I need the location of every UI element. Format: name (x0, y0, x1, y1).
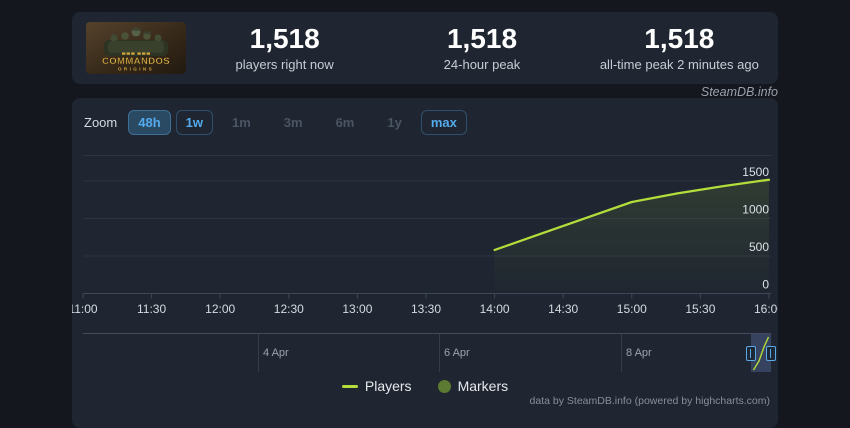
x-axis-label: 13:00 (342, 302, 372, 316)
players-chart-plot[interactable]: 0 500 1000 1500 11:00 11:30 12:00 12:30 13:00 13:… (72, 98, 778, 328)
navigator-gridline (439, 334, 440, 372)
x-axis-label: 12:30 (274, 302, 304, 316)
legend-item-players[interactable]: Players (341, 378, 412, 394)
toolbar-separator (83, 155, 771, 156)
x-axis-label: 14:00 (480, 302, 510, 316)
peak-alltime-value: 1,518 (644, 22, 715, 54)
navigator-gridline (258, 334, 259, 372)
peak-24h-value: 1,518 (446, 22, 518, 54)
x-axis-label: 13:30 (411, 302, 441, 316)
legend-label: Players (364, 378, 412, 394)
range-navigator[interactable]: 4 Apr 6 Apr 8 Apr (83, 333, 776, 372)
stats-card: COMMANDOS ORIGINS 1,518 players right no… (72, 12, 778, 84)
game-capsule-image[interactable]: COMMANDOS ORIGINS (86, 22, 186, 74)
navigator-left-handle[interactable] (746, 346, 756, 361)
zoom-buttons: 48h 1w 1m 3m 6m 1y max (128, 110, 467, 135)
players-now-value: 1,518 (249, 22, 320, 54)
stat-alltime-peak: 1,518 all-time peak 2 minutes ago (581, 22, 778, 73)
circle-swatch-icon (437, 379, 451, 393)
navigator-date-label: 8 Apr (626, 347, 652, 359)
game-title: COMMANDOS (102, 56, 170, 67)
y-axis-label: 500 (749, 240, 769, 254)
zoom-button-1y: 1y (379, 110, 409, 135)
y-axis-label: 1000 (742, 203, 769, 217)
navigator-selection-window[interactable] (751, 334, 771, 372)
stat-players-now: 1,518 players right now (186, 22, 383, 73)
x-axis-label: 15:00 (617, 302, 647, 316)
soldiers-silhouette (104, 27, 168, 56)
chart-legend: Players Markers (72, 378, 778, 394)
zoom-button-1w[interactable]: 1w (175, 110, 213, 135)
legend-label: Markers (457, 378, 509, 394)
x-axis-label: 12:00 (205, 302, 235, 316)
line-swatch-icon (341, 384, 358, 388)
x-axis-label: 14:30 (548, 302, 578, 316)
stat-24h-peak: 1,518 24-hour peak (383, 22, 580, 73)
zoom-label: Zoom (84, 115, 118, 130)
axis-labels: 0 500 1000 1500 11:00 11:30 12:00 12:30 13:00 13:… (72, 165, 778, 316)
rank-dashes (122, 52, 150, 55)
y-axis-label: 1500 (742, 165, 769, 179)
game-subtitle: ORIGINS (118, 67, 154, 72)
axes (82, 293, 771, 299)
peak-24h-label: 24-hour peak (443, 57, 521, 73)
navigator-date-label: 4 Apr (263, 347, 289, 359)
credits-link[interactable]: data by SteamDB.info (powered by highcha… (529, 395, 770, 407)
zoom-button-48h[interactable]: 48h (128, 110, 171, 135)
legend-item-markers[interactable]: Markers (437, 378, 509, 394)
navigator-mini-series (752, 336, 770, 371)
zoom-button-1m: 1m (224, 110, 259, 135)
game-capsule-art: COMMANDOS ORIGINS (86, 22, 186, 74)
x-axis-label: 11:30 (137, 302, 166, 316)
players-series-line (493, 178, 771, 294)
navigator-right-handle[interactable] (766, 346, 776, 361)
players-now-label: players right now (235, 57, 334, 73)
peak-alltime-label: all-time peak 2 minutes ago (599, 57, 759, 73)
navigator-date-label: 6 Apr (444, 347, 470, 359)
zoom-toolbar: Zoom 48h 1w 1m 3m 6m 1y max (84, 110, 467, 135)
x-axis-label: 15:30 (685, 302, 715, 316)
zoom-button-max[interactable]: max (420, 110, 467, 135)
x-axis-label: 11:00 (72, 302, 98, 316)
y-axis-label: 0 (762, 278, 769, 292)
zoom-button-6m: 6m (328, 110, 363, 135)
navigator-gridline (621, 334, 622, 372)
x-axis-label: 16:00 (754, 302, 778, 316)
steamdb-watermark-link[interactable]: SteamDB.info (700, 85, 778, 99)
zoom-button-3m: 3m (276, 110, 311, 135)
